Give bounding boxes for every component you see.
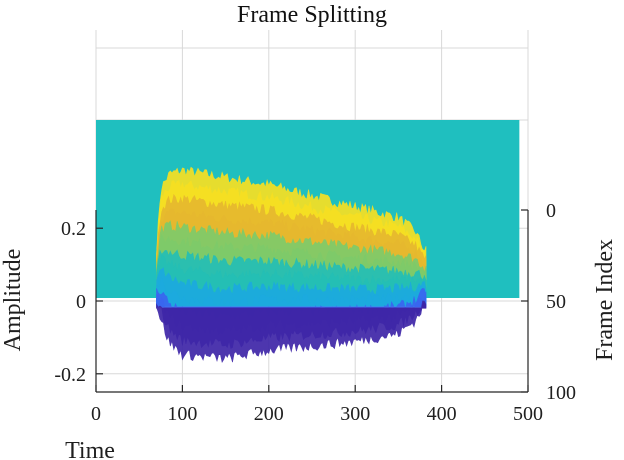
chart-title: Frame Splitting (237, 2, 387, 28)
z-tick-label: 100 (546, 382, 576, 404)
x-tick-label: 0 (91, 403, 101, 425)
x-tick-label: 200 (254, 403, 284, 425)
frame-surface (156, 267, 427, 307)
z-tick-labels: 0 50 100 (521, 200, 576, 404)
x-tick-labels: 0 100 200 300 400 500 (91, 385, 543, 425)
y-tick-label: 0.2 (61, 218, 86, 240)
x-tick-label: 400 (427, 403, 457, 425)
y-axis-title: Amplitude (0, 249, 26, 352)
x-tick-label: 100 (167, 403, 197, 425)
x-axis-title: Time (65, 438, 115, 460)
y-tick-label: -0.2 (54, 364, 86, 386)
x-tick-label: 500 (513, 403, 543, 425)
z-axis-title: Frame Index (592, 239, 618, 361)
y-tick-labels: -0.2 0 0.2 (54, 218, 103, 386)
z-tick-label: 50 (546, 291, 566, 313)
y-tick-label: 0 (76, 291, 86, 313)
frame-surface (156, 301, 427, 363)
z-tick-label: 0 (546, 200, 556, 222)
x-tick-label: 300 (340, 403, 370, 425)
waterfall-layers (96, 120, 520, 363)
